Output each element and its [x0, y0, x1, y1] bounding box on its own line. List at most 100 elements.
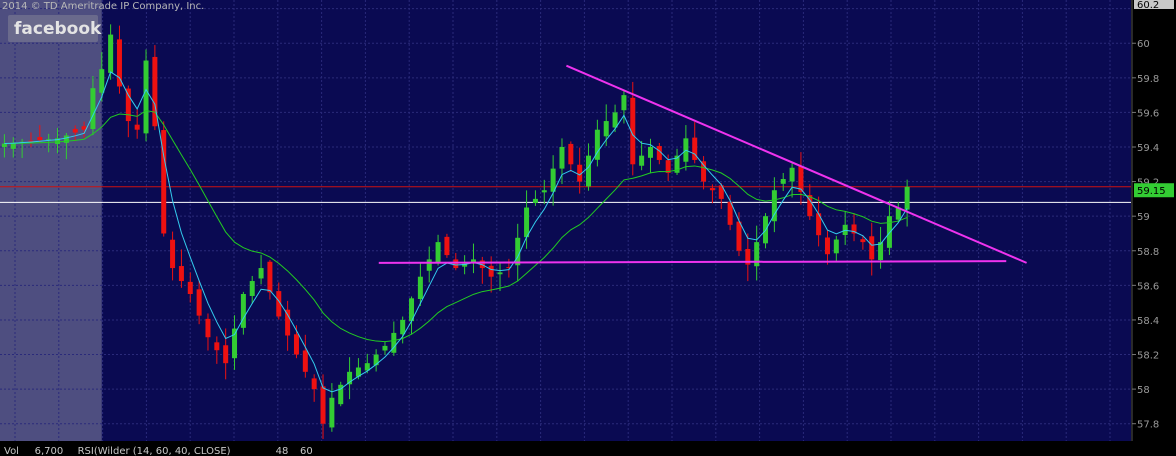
candle-body [347, 371, 353, 385]
fast-moving-average-line [4, 71, 908, 393]
candle-body [364, 363, 370, 371]
candle [409, 296, 415, 335]
candle-body [232, 328, 238, 359]
bottom-bar-item: RSI(Wilder (14, 60, 40, CLOSE) [78, 446, 231, 456]
candle [869, 222, 875, 276]
candle [630, 81, 636, 176]
top-price-tag: 60.2 [1134, 0, 1174, 11]
candle-body [904, 186, 910, 210]
candle [851, 213, 857, 242]
candle-body [594, 129, 600, 160]
candle-body [320, 386, 326, 424]
candle-body [338, 384, 344, 405]
candle-body [143, 60, 149, 134]
candle-body [833, 239, 839, 254]
candle-body [816, 213, 822, 236]
y-tick-label: 59.8 [1137, 74, 1159, 85]
candle [373, 349, 379, 372]
horizontal-support-trendline[interactable] [378, 260, 1007, 264]
candle-body [674, 155, 680, 173]
candle [541, 179, 547, 205]
candle-body [532, 198, 538, 203]
candle-body [798, 166, 804, 192]
top-price-tag-box [1134, 0, 1174, 9]
candle [28, 132, 34, 148]
candle-body [524, 207, 530, 238]
candle-body [267, 261, 273, 293]
candle [285, 300, 291, 351]
candle [249, 275, 255, 304]
candle-body [701, 161, 707, 182]
candle-body [311, 378, 317, 390]
candle-body [718, 185, 724, 199]
price-badge: 59.15 [1134, 183, 1174, 198]
candle [417, 263, 423, 306]
candle [656, 143, 662, 165]
candle-body [780, 178, 786, 184]
candle-body [515, 237, 521, 266]
descending-resistance-trendline[interactable] [566, 64, 1027, 264]
candle-body [727, 201, 733, 225]
candle-body [285, 309, 291, 336]
candle-body [568, 143, 574, 165]
candle [497, 263, 503, 292]
candle [577, 147, 583, 194]
candle-body [656, 146, 662, 160]
candle [37, 125, 43, 144]
candle [205, 313, 211, 351]
candle [391, 321, 397, 356]
candle [99, 52, 105, 102]
candle [223, 328, 229, 380]
candle [780, 172, 786, 192]
candle-body [28, 140, 34, 142]
candle-body [736, 221, 742, 251]
candle-body [886, 216, 892, 248]
candle [816, 196, 822, 247]
candle-body [382, 345, 388, 351]
candle-body [178, 266, 184, 282]
bottom-study-bar: Vol 6,700 RSI(Wilder (14, 60, 40, CLOSE) 48… [0, 441, 1176, 456]
candle [63, 132, 69, 160]
candle-body [497, 272, 503, 275]
candle-body [46, 139, 52, 141]
candle [444, 233, 450, 258]
candle-body [807, 195, 813, 217]
candle [108, 24, 114, 80]
y-tick-label: 58.2 [1137, 351, 1159, 362]
candle-body [692, 137, 698, 160]
candle-body [187, 281, 193, 294]
candle [701, 156, 707, 190]
candle [594, 119, 600, 167]
candle [240, 291, 246, 335]
candle [329, 383, 335, 432]
candle-body [258, 268, 264, 279]
candle [745, 233, 751, 282]
candle [833, 235, 839, 262]
candle [1, 134, 7, 158]
candle [860, 235, 866, 250]
candle [674, 148, 680, 175]
candle [116, 25, 122, 94]
candle [718, 183, 724, 209]
candle [824, 230, 830, 265]
candle-body [435, 242, 441, 263]
candle-body [665, 160, 671, 173]
bottom-bar-item: 6,700 [35, 446, 64, 456]
candle-body [170, 239, 176, 269]
candle [515, 223, 521, 282]
candle-body [426, 259, 432, 271]
candle [550, 155, 556, 206]
facebook-logo-box [8, 15, 98, 42]
candle-body [453, 259, 459, 269]
candle-body [603, 121, 609, 137]
y-tick-label: 58 [1137, 385, 1150, 396]
candle-body [152, 56, 158, 127]
candle [798, 152, 804, 205]
candle-body [577, 164, 583, 182]
candle [789, 163, 795, 198]
copyright-notice: 2014 © TD Ameritrade IP Company, Inc. [2, 1, 204, 12]
bottom-bar-item: 48 [276, 446, 289, 456]
candle-body [878, 242, 884, 261]
candle-body [621, 95, 627, 111]
candle-body [559, 147, 565, 169]
